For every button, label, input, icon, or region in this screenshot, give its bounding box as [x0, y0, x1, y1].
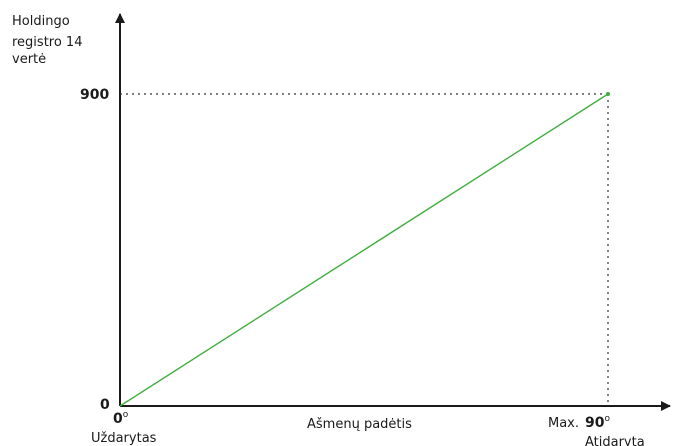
- x-tick-unit-0: o: [123, 410, 129, 420]
- series-line: [119, 93, 609, 407]
- series-end-point: [606, 92, 610, 96]
- y-axis-label-line-1: Holdingo: [12, 14, 70, 29]
- y-axis-label-line-3: vertė: [12, 52, 46, 67]
- y-tick-label-0: 0: [100, 397, 110, 413]
- x-tick-label-0: 0o: [113, 410, 129, 427]
- x-axis-label: Ašmenų padėtis: [307, 417, 412, 432]
- x-tick-value-0: 0: [113, 411, 123, 427]
- x-tick-caption-0: Uždarytas: [91, 431, 157, 446]
- y-tick-label-900: 900: [80, 87, 109, 103]
- x-tick-label-90: Max. 90o: [548, 414, 611, 431]
- x-tick-prefix-90: Max.: [548, 416, 579, 431]
- x-tick-unit-90: o: [605, 414, 611, 424]
- y-axis-label-line-2: registro 14: [12, 35, 82, 50]
- x-tick-caption-90: Atidaryta: [585, 435, 645, 446]
- x-tick-value-90: 90: [585, 415, 605, 431]
